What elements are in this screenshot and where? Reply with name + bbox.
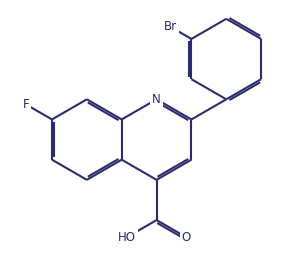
Text: O: O [182,231,191,244]
Text: Br: Br [164,20,177,33]
Text: HO: HO [118,231,136,244]
Text: N: N [152,93,161,106]
Text: F: F [23,98,29,111]
